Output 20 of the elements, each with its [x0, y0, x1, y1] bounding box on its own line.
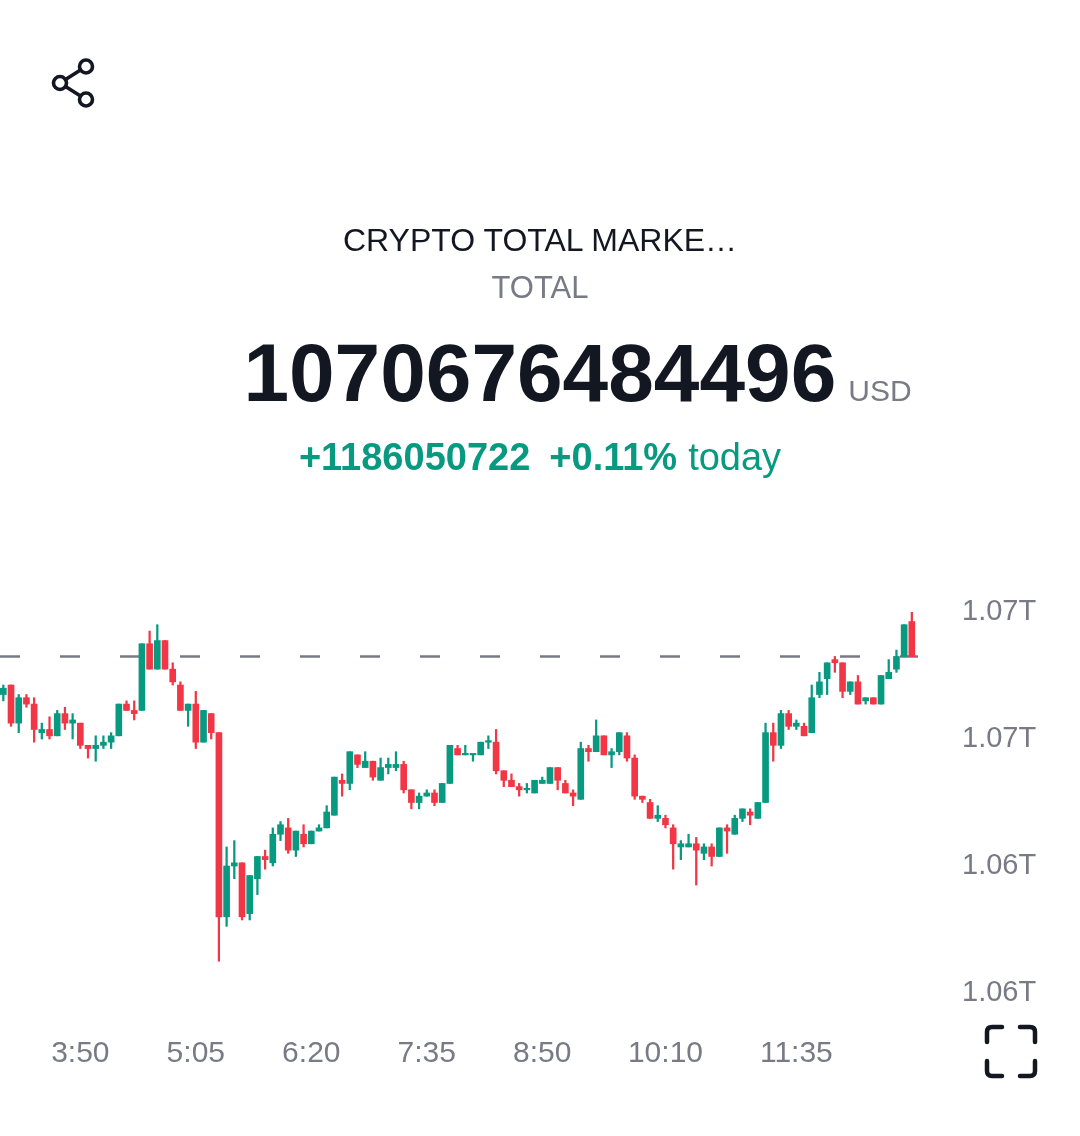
y-tick-label: 1.06T — [962, 848, 1037, 880]
x-tick-label: 6:20 — [282, 1035, 341, 1069]
chart-subtitle: TOTAL — [490, 269, 590, 307]
x-tick-label: 3:50 — [51, 1035, 110, 1069]
x-tick-label: 7:35 — [397, 1035, 456, 1069]
text: 1070676484496 — [243, 327, 837, 418]
chart-title: CRYPTO TOTAL MARKE… — [341, 221, 739, 260]
x-tick-label: 11:35 — [759, 1035, 833, 1069]
text: today — [688, 435, 782, 479]
text: +1186050722 — [298, 435, 531, 479]
x-tick-label: 5:05 — [166, 1035, 225, 1069]
y-tick-label: 1.07T — [962, 721, 1037, 753]
y-tick-label: 1.06T — [962, 975, 1037, 1007]
x-tick-label: 8:50 — [513, 1035, 572, 1069]
text: +0.11% — [549, 435, 678, 479]
x-tick-label: 10:10 — [627, 1035, 704, 1069]
candlestick — [585, 745, 592, 762]
y-tick-label: 1.07T — [962, 594, 1037, 626]
text: USD — [848, 374, 912, 407]
candlestick — [46, 716, 53, 740]
